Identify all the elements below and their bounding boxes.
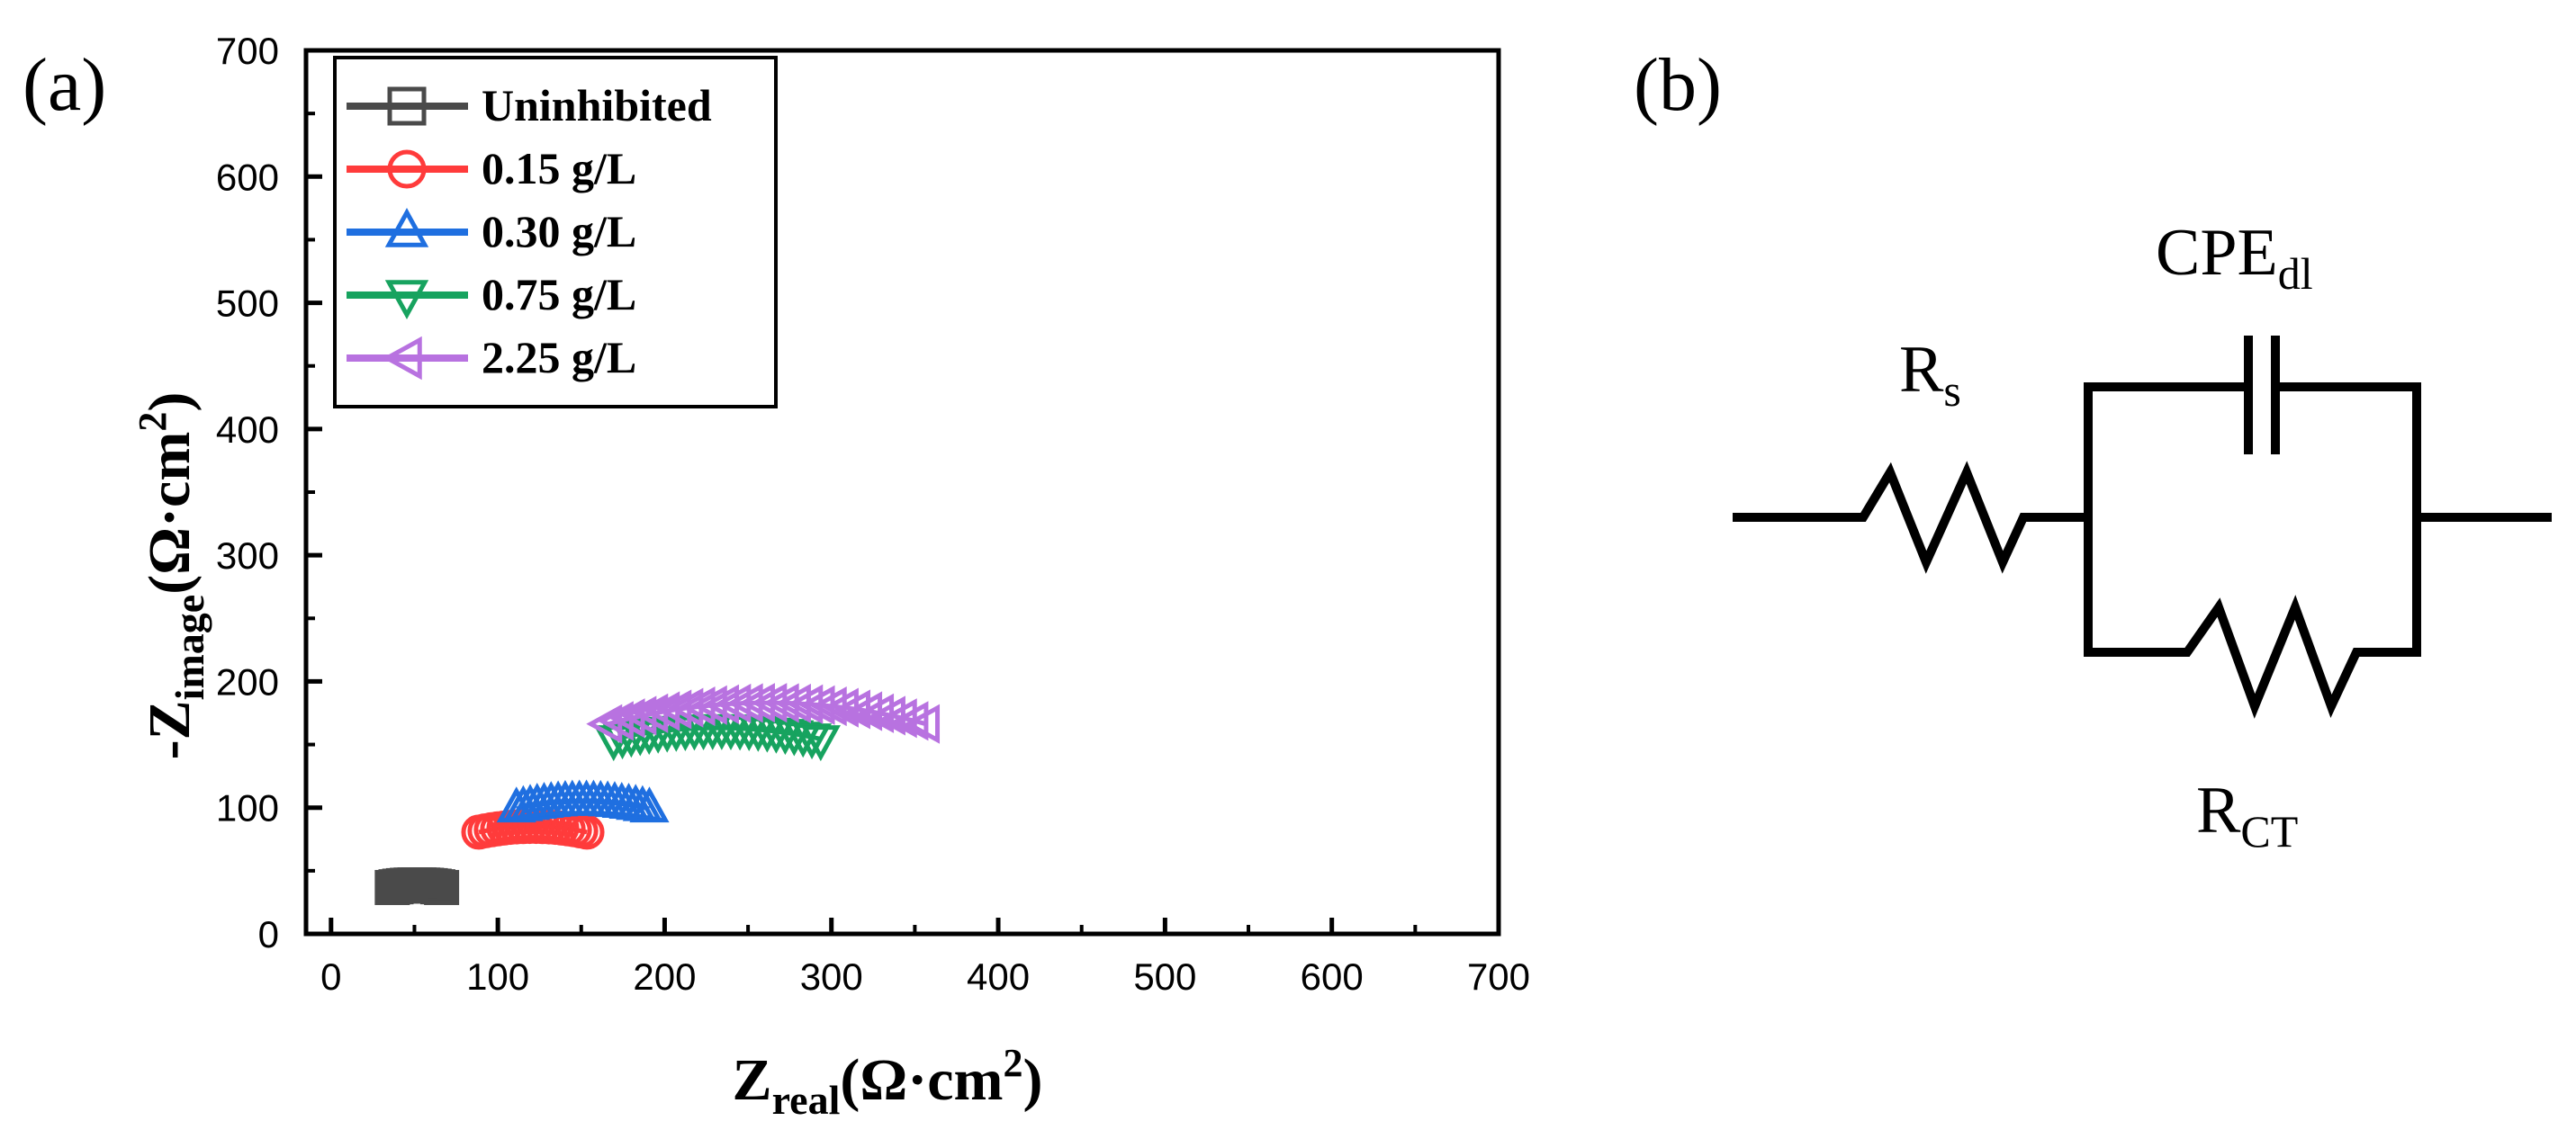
y-tick-label: 700 <box>216 30 279 72</box>
cpe-label-sub: dl <box>2278 248 2313 299</box>
x-axis-label: Zreal(Ω·cm2) <box>733 1041 1043 1123</box>
x-tick-label: 200 <box>633 955 696 998</box>
y-tick-label: 100 <box>216 787 279 830</box>
series-group <box>374 683 941 905</box>
y-tick-label: 0 <box>258 913 279 955</box>
legend: Uninhibited 0.15 g/L 0.30 g/L 0.75 g/L 2.25 … <box>333 56 778 408</box>
x-tick-label: 0 <box>320 955 341 998</box>
data-point <box>800 725 841 762</box>
x-tick-label: 500 <box>1133 955 1196 998</box>
y-tick-label: 600 <box>216 156 279 198</box>
rct-resistor <box>2084 595 2421 719</box>
cpe-label: CPEdl <box>2156 216 2313 299</box>
x-tick-label: 700 <box>1467 955 1530 998</box>
data-layer <box>374 683 941 905</box>
y-tick-label: 200 <box>216 660 279 703</box>
x-tick-label: 600 <box>1301 955 1364 998</box>
panel-label-a: (a) <box>23 43 106 127</box>
legend-marker <box>382 336 422 381</box>
x-tick-label: 300 <box>800 955 863 998</box>
legend-label: 2.25 g/L <box>482 332 636 382</box>
y-axis-label: -Zimage(Ω·cm2) <box>131 392 212 760</box>
x-tick-label: 400 <box>967 955 1030 998</box>
y-axis-label-unit-sup: 2 <box>131 412 175 432</box>
legend-marker <box>387 149 427 189</box>
data-point <box>904 704 941 744</box>
y-axis-label-unit-open: (Ω·cm <box>137 432 203 595</box>
rs-resistor <box>1733 461 2093 574</box>
equivalent-circuit: (b) Rs CPEdl RCT <box>1634 43 2552 856</box>
rs-label-main: R <box>1899 333 1944 407</box>
x-axis-label-sub: real <box>772 1077 841 1123</box>
data-point <box>629 786 670 823</box>
legend-label: 0.75 g/L <box>482 269 636 319</box>
data-point <box>424 869 460 905</box>
legend-marker <box>384 280 429 320</box>
y-axis-label-unit-close: ) <box>137 392 203 412</box>
series-4 <box>586 683 941 744</box>
rct-label-main: R <box>2196 774 2241 848</box>
y-tick-label: 500 <box>216 283 279 325</box>
rs-label: Rs <box>1899 333 1961 416</box>
x-tick-label: 100 <box>466 955 529 998</box>
nyquist-plot: (a) -Zimage(Ω·cm2) Zreal(Ω·cm2) 0 100 200 3… <box>23 30 1530 1123</box>
y-tick-label: 400 <box>216 408 279 451</box>
legend-label: 0.30 g/L <box>482 206 636 256</box>
y-tick-label: 300 <box>216 534 279 577</box>
rct-label-sub: CT <box>2240 806 2298 856</box>
rct-label: RCT <box>2196 774 2298 856</box>
cpe-capacitor <box>2084 336 2421 454</box>
legend-marker <box>384 207 429 247</box>
tick-layer: 0 100 200 300 400 500 600 700 0 100 200 300 400 500 60… <box>216 30 1530 998</box>
cpe-label-main: CPE <box>2156 216 2278 290</box>
y-axis-label-sub: image <box>167 595 212 701</box>
series-0 <box>374 867 460 905</box>
panel-label-b: (b) <box>1634 43 1722 127</box>
x-axis-label-unit-open: (Ω·cm <box>840 1047 1003 1113</box>
series-2 <box>496 779 670 823</box>
rs-label-sub: s <box>1943 365 1960 416</box>
x-axis-label-unit-close: ) <box>1022 1047 1042 1113</box>
data-point <box>569 814 605 850</box>
x-axis-label-main: Z <box>733 1047 772 1113</box>
legend-label: 0.15 g/L <box>482 143 636 193</box>
x-axis-label-unit-sup: 2 <box>1003 1041 1022 1085</box>
data-point <box>892 701 929 741</box>
legend-marker <box>387 86 427 126</box>
y-axis-label-prefix: -Z <box>137 700 203 759</box>
legend-label: Uninhibited <box>482 80 712 130</box>
legend-items: Uninhibited 0.15 g/L 0.30 g/L 0.75 g/L 2.25 … <box>347 80 712 382</box>
